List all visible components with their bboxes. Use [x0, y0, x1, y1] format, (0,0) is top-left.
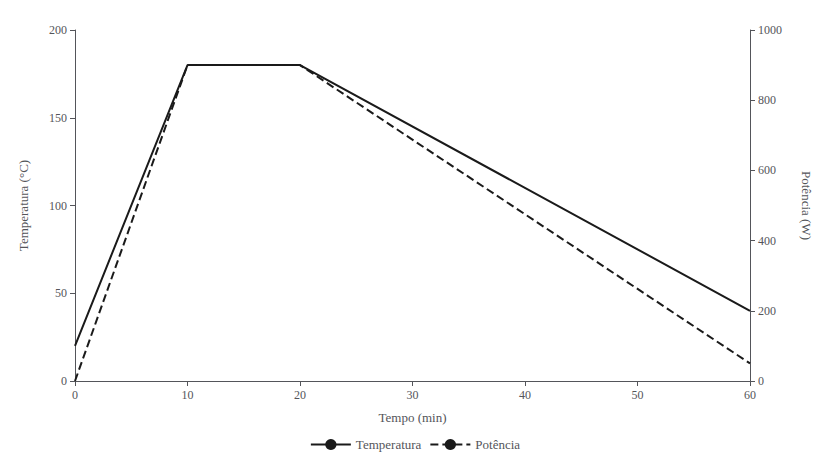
svg-text:60: 60 [744, 388, 756, 402]
svg-text:Tempo (min): Tempo (min) [378, 410, 446, 425]
svg-text:0: 0 [61, 374, 67, 388]
svg-text:Potência: Potência [475, 437, 520, 452]
svg-text:30: 30 [407, 388, 419, 402]
svg-text:1000: 1000 [758, 23, 782, 37]
svg-text:10: 10 [182, 388, 194, 402]
svg-text:Potência (W): Potência (W) [799, 171, 814, 240]
svg-text:600: 600 [758, 163, 776, 177]
svg-text:50: 50 [632, 388, 644, 402]
svg-text:Temperatura (°C): Temperatura (°C) [16, 160, 31, 251]
svg-text:50: 50 [55, 286, 67, 300]
svg-text:150: 150 [49, 111, 67, 125]
svg-text:200: 200 [758, 304, 776, 318]
svg-text:20: 20 [294, 388, 306, 402]
svg-text:100: 100 [49, 199, 67, 213]
svg-text:800: 800 [758, 93, 776, 107]
svg-text:400: 400 [758, 234, 776, 248]
svg-text:Temperatura: Temperatura [356, 437, 422, 452]
svg-text:0: 0 [72, 388, 78, 402]
svg-text:0: 0 [758, 374, 764, 388]
svg-text:40: 40 [519, 388, 531, 402]
svg-text:200: 200 [49, 23, 67, 37]
